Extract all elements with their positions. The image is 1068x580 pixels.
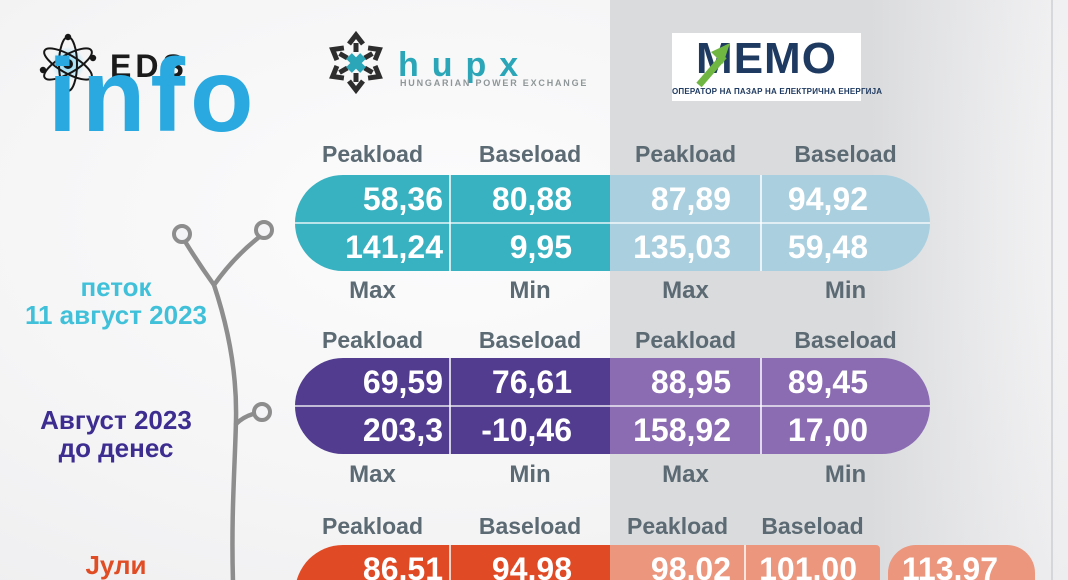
memo-tagline: ОПЕРАТОР НА ПАЗАР НА ЕЛЕКТРИЧНА ЕНЕРГИЈА (672, 87, 883, 96)
branch-node (254, 220, 274, 240)
value-cell: 98,02 (650, 551, 731, 580)
branch-arm (233, 411, 256, 427)
value-cell: 87,89 (650, 181, 731, 217)
value-cell: 86,51 (362, 551, 443, 580)
stat-label-min: Min (509, 277, 551, 304)
column-header-memo-peakload: Peakload (627, 513, 728, 539)
value-cell: 141,24 (345, 229, 443, 265)
eds-wordmark: EDS (110, 48, 188, 84)
value-cell: 17,00 (787, 412, 868, 448)
period-line-2: до денес (58, 433, 174, 463)
memo-growth-arrow-icon (696, 43, 730, 88)
column-header-memo-baseload: Baseload (794, 141, 897, 167)
price-pill-friday: 58,36 80,88 87,89 94,92 141,24 9,95 135,… (295, 175, 930, 271)
branch-node (172, 224, 192, 244)
value-cell: 135,03 (633, 229, 731, 265)
period-label-august: Август 2023 до денес (8, 406, 224, 462)
value-cell: 94,92 (787, 181, 868, 217)
column-header-memo-baseload: Baseload (761, 513, 864, 539)
stat-label-max: Max (662, 461, 709, 488)
value-cell: 101,00 (759, 551, 857, 580)
value-cell: 113,97 (901, 551, 998, 580)
stat-label-max: Max (349, 277, 396, 304)
value-cell: 9,95 (509, 229, 572, 265)
column-divider (760, 175, 762, 271)
stat-label-min: Min (824, 461, 867, 488)
column-divider (449, 545, 451, 580)
info-wordmark: info (48, 38, 259, 154)
value-cell: 158,92 (633, 412, 731, 448)
hupx-wordmark: hupx (398, 46, 532, 84)
column-header-memo-baseload: Baseload (794, 327, 897, 353)
value-cell: 203,3 (362, 412, 443, 448)
memo-logo: MEMO ОПЕРАТОР НА ПАЗАР НА ЕЛЕКТРИЧНА ЕНЕ… (672, 33, 883, 101)
stat-label-max: Max (349, 461, 396, 488)
value-cell: 58,36 (362, 181, 443, 217)
stat-label-min: Min (509, 461, 551, 488)
column-divider (449, 175, 451, 271)
stat-label-min: Min (824, 277, 867, 304)
value-cell: -10,46 (481, 412, 572, 448)
hupx-logo: hupx HUNGARIAN POWER EXCHANGE (328, 30, 588, 100)
period-line-1: петок (80, 272, 152, 302)
column-header-memo-peakload: Peakload (635, 141, 736, 167)
branch-arm (183, 240, 217, 288)
branch-arm (211, 235, 261, 288)
memo-extra-segment: 113,97 (888, 545, 1035, 580)
column-divider (760, 358, 762, 454)
price-pill-august: 69,59 76,61 88,95 89,45 203,3 -10,46 158… (295, 358, 930, 454)
column-divider (449, 358, 451, 454)
value-cell: 69,59 (362, 364, 443, 400)
column-header-hupx-baseload: Baseload (478, 513, 582, 539)
hupx-tagline: HUNGARIAN POWER EXCHANGE (400, 78, 589, 88)
panel-edge-line (1051, 0, 1053, 580)
branch-node (252, 402, 272, 422)
value-cell: 80,88 (491, 181, 572, 217)
atom-icon (39, 33, 97, 92)
value-cell: 89,45 (787, 364, 868, 400)
value-cell: 94,98 (491, 551, 572, 580)
branch-stem (211, 282, 239, 580)
period-line-1: Август 2023 (40, 405, 192, 435)
stat-label-max: Max (662, 277, 709, 304)
column-header-memo-peakload: Peakload (635, 327, 736, 353)
period-line-2: 11 август 2023 (24, 300, 208, 330)
value-cell: 59,48 (787, 229, 868, 265)
column-header-hupx-baseload: Baseload (478, 327, 582, 353)
period-label-friday: петок 11 август 2023 (8, 273, 224, 329)
period-label-july: Јули (8, 551, 224, 579)
hupx-hexagon-arrows-icon (329, 30, 383, 95)
column-header-hupx-baseload: Baseload (478, 141, 582, 167)
column-header-hupx-peakload: Peakload (322, 513, 423, 539)
eds-info-logo: EDS info (30, 30, 280, 165)
column-header-hupx-peakload: Peakload (322, 141, 423, 167)
column-header-hupx-peakload: Peakload (322, 327, 423, 353)
price-pill-july: 86,51 94,98 98,02 101,00 (295, 545, 880, 580)
hupx-segment (295, 545, 610, 580)
row-divider (295, 222, 930, 224)
value-cell: 88,95 (650, 364, 731, 400)
period-line-1: Јули (85, 550, 147, 580)
column-divider (744, 545, 746, 580)
value-cell: 76,61 (491, 364, 572, 400)
row-divider (295, 405, 930, 407)
